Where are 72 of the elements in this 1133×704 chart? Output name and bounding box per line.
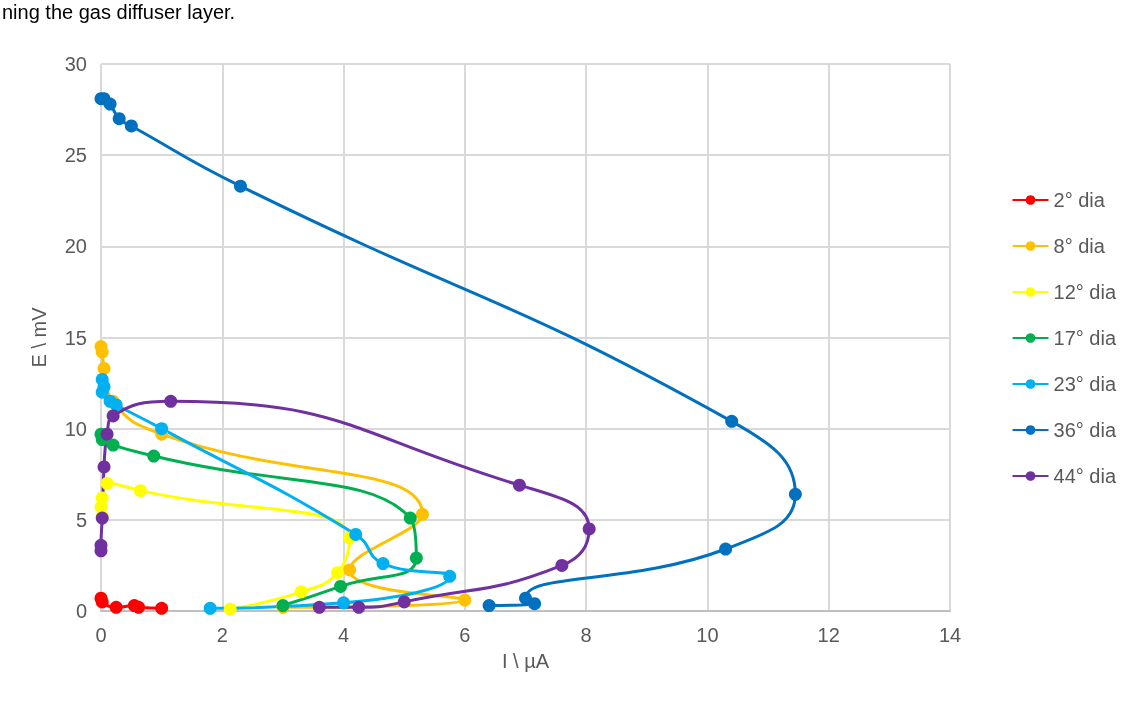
point bbox=[343, 563, 357, 577]
point bbox=[97, 460, 111, 474]
point bbox=[147, 449, 161, 463]
legend-label: 2° dia bbox=[1053, 189, 1106, 211]
y-tick-label: 30 bbox=[64, 53, 87, 75]
point bbox=[109, 398, 123, 412]
point bbox=[103, 97, 117, 111]
x-tick-label: 10 bbox=[696, 624, 719, 646]
point bbox=[334, 579, 348, 593]
point bbox=[403, 511, 417, 525]
point bbox=[349, 527, 363, 541]
point bbox=[109, 600, 123, 614]
x-tick-label: 2 bbox=[216, 624, 228, 646]
legend-label: 8° dia bbox=[1053, 235, 1106, 257]
x-tick-label: 8 bbox=[580, 624, 592, 646]
point bbox=[331, 566, 345, 580]
point bbox=[352, 600, 366, 614]
point bbox=[97, 362, 111, 375]
point bbox=[112, 112, 126, 126]
legend-label: 44° dia bbox=[1053, 465, 1117, 487]
point bbox=[458, 593, 472, 607]
point bbox=[312, 600, 326, 614]
point bbox=[582, 522, 596, 536]
y-tick-label: 10 bbox=[64, 417, 87, 440]
point bbox=[155, 422, 169, 436]
point bbox=[164, 394, 178, 408]
x-tick-label: 6 bbox=[459, 624, 471, 646]
legend-label: 12° dia bbox=[1053, 281, 1117, 303]
point bbox=[106, 438, 120, 452]
point bbox=[95, 385, 109, 399]
y-tick-label: 25 bbox=[64, 144, 87, 167]
point bbox=[133, 484, 147, 498]
y-tick-label: 0 bbox=[75, 600, 87, 622]
y-tick-label: 15 bbox=[64, 326, 87, 349]
point bbox=[95, 595, 109, 609]
point bbox=[106, 409, 120, 423]
point bbox=[233, 179, 247, 193]
point bbox=[294, 585, 308, 599]
point bbox=[132, 600, 146, 614]
point bbox=[788, 487, 802, 501]
point bbox=[223, 602, 237, 616]
point bbox=[100, 476, 114, 490]
point bbox=[719, 542, 733, 556]
y-axis-title: E \ mV bbox=[28, 306, 50, 368]
x-axis-title: I \ µA bbox=[501, 650, 550, 672]
point bbox=[725, 414, 739, 428]
text: ning the gas diffuser layer. bbox=[2, 1, 236, 23]
point bbox=[124, 119, 138, 133]
point bbox=[409, 551, 423, 565]
x-tick-label: 4 bbox=[338, 624, 350, 646]
point bbox=[397, 595, 411, 609]
legend-label: 36° dia bbox=[1053, 419, 1117, 441]
point bbox=[95, 491, 109, 505]
point bbox=[512, 478, 526, 492]
point bbox=[155, 601, 169, 615]
point bbox=[555, 558, 569, 572]
point bbox=[415, 507, 429, 521]
y-tick-label: 5 bbox=[75, 508, 87, 531]
point bbox=[528, 597, 542, 611]
point bbox=[337, 596, 351, 610]
x-tick-label: 14 bbox=[938, 624, 962, 646]
y-tick-label: 20 bbox=[64, 235, 87, 258]
point bbox=[100, 427, 114, 441]
point bbox=[519, 591, 532, 605]
legend-label: 17° dia bbox=[1053, 327, 1117, 349]
point bbox=[482, 599, 496, 613]
x-tick-label: 0 bbox=[95, 624, 107, 646]
point bbox=[203, 601, 217, 615]
x-tick-label: 12 bbox=[817, 624, 840, 646]
legend-label: 23° dia bbox=[1053, 373, 1117, 395]
point bbox=[376, 557, 390, 571]
point bbox=[443, 569, 457, 583]
